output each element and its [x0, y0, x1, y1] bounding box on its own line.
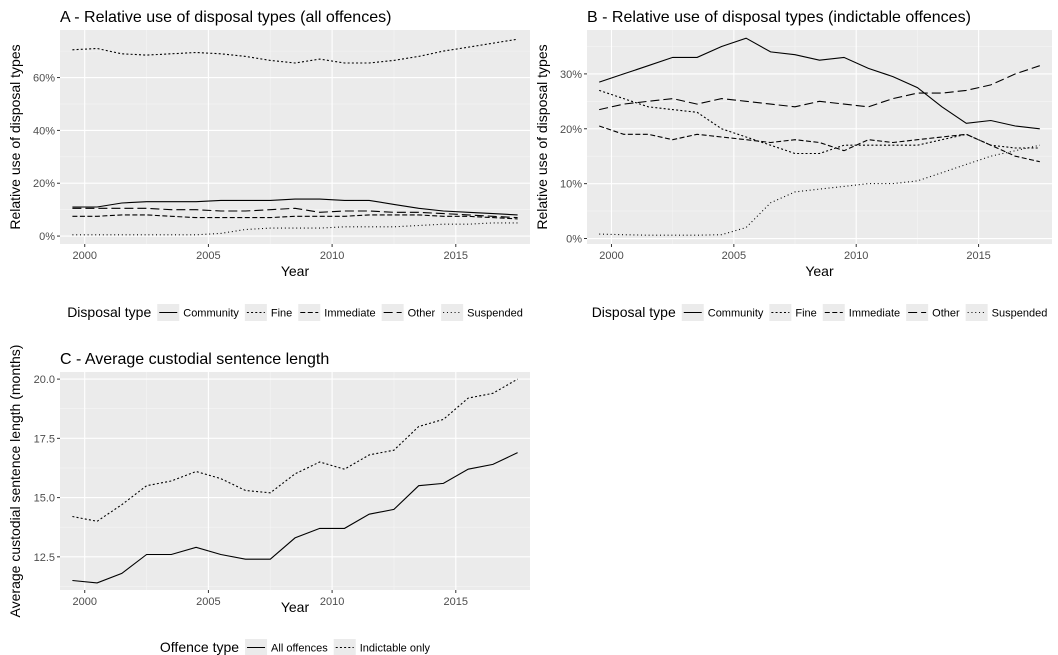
chart-b-xtick-label: 2000 [599, 250, 623, 262]
chart-b-legend-label-community: Community [708, 308, 764, 320]
chart-b-ytick-label: 30% [560, 69, 582, 81]
chart-c-ytick-label: 17.5 [34, 433, 55, 445]
chart-a-xtick-label: 2005 [196, 250, 220, 262]
chart-a-legend-label-immediate: Immediate [324, 308, 375, 320]
chart-c-xlabel: Year [281, 599, 310, 615]
chart-b-legend-label-immediate: Immediate [849, 308, 900, 320]
chart-a-series-community [72, 198, 518, 216]
chart-a-legend-title: Disposal type [67, 304, 151, 320]
chart-a-series-fine [72, 38, 518, 64]
chart-b-xlabel: Year [805, 263, 834, 279]
chart-c-ytick-label: 12.5 [34, 552, 55, 564]
chart-a-xtick-label: 2000 [72, 250, 96, 262]
chart-a: A - Relative use of disposal types (all … [7, 9, 530, 321]
chart-b-series-immediate [599, 125, 1040, 163]
chart-b-ytick-label: 10% [560, 179, 582, 191]
chart-c-legend: Offence type All offences Indictable only [160, 639, 431, 655]
chart-b-series-other [599, 65, 1040, 111]
chart-c-ylabel: Average custodial sentence length (month… [7, 345, 23, 618]
chart-b-ytick-label: 20% [560, 124, 582, 136]
chart-a-title: A - Relative use of disposal types (all … [60, 9, 391, 26]
chart-a-ylabel: Relative use of disposal types [7, 44, 23, 229]
chart-c-xtick-label: 2000 [72, 596, 96, 608]
chart-b-legend-label-other: Other [932, 308, 960, 320]
chart-b-series-fine [599, 89, 1040, 155]
chart-b-legend-key-bg [965, 304, 988, 321]
chart-a-xtick-label: 2015 [444, 250, 468, 262]
chart-b-legend-title: Disposal type [592, 304, 676, 320]
chart-c-ytick-label: 15.0 [34, 493, 55, 505]
chart-a-ytick-label: 0% [39, 231, 55, 243]
chart-b-legend-label-suspended: Suspended [992, 308, 1048, 320]
chart-b: B - Relative use of disposal types (indi… [534, 9, 1052, 321]
chart-b-xtick-label: 2010 [844, 250, 868, 262]
chart-b-xtick-label: 2005 [722, 250, 746, 262]
chart-c-series-all-offences [72, 452, 518, 584]
chart-a-legend-label-suspended: Suspended [467, 308, 523, 320]
chart-c-legend-label-indictable-only: Indictable only [360, 643, 431, 655]
chart-b-title: B - Relative use of disposal types (indi… [587, 9, 971, 26]
chart-a-legend-label-community: Community [183, 308, 239, 320]
chart-c-xtick-label: 2010 [320, 596, 344, 608]
chart-c-panel [60, 372, 530, 590]
chart-a-legend-key-bg [441, 304, 464, 321]
chart-b-series-suspended [599, 144, 1040, 236]
chart-a-legend-label-other: Other [408, 308, 436, 320]
chart-c-legend-title: Offence type [160, 639, 239, 655]
chart-b-legend-label-fine: Fine [795, 308, 816, 320]
chart-b-panel [587, 30, 1052, 244]
chart-a-ytick-label: 60% [33, 73, 55, 85]
chart-c-title: C - Average custodial sentence length [60, 351, 329, 368]
chart-c-ytick-label: 20.0 [34, 374, 55, 386]
chart-c-xtick-label: 2005 [196, 596, 220, 608]
chart-a-xlabel: Year [281, 263, 310, 279]
chart-a-ytick-label: 40% [33, 125, 55, 137]
chart-b-legend: Disposal type Community Fine Immediate Other… [592, 304, 1048, 321]
chart-c: C - Average custodial sentence length 200… [7, 345, 530, 655]
chart-a-legend-label-fine: Fine [271, 308, 292, 320]
chart-b-series-community [599, 37, 1040, 130]
chart-b-ytick-label: 0% [566, 234, 582, 246]
chart-a-xtick-label: 2010 [320, 250, 344, 262]
chart-a-series-immediate [72, 214, 518, 220]
chart-b-xtick-label: 2015 [966, 250, 990, 262]
chart-a-series-other [72, 207, 518, 219]
chart-a-ytick-label: 20% [33, 178, 55, 190]
chart-a-legend: Disposal type Community Fine Immediate Other… [67, 304, 523, 321]
chart-b-ylabel: Relative use of disposal types [534, 44, 550, 229]
chart-c-xtick-label: 2015 [444, 596, 468, 608]
chart-c-legend-label-all-offences: All offences [271, 643, 328, 655]
